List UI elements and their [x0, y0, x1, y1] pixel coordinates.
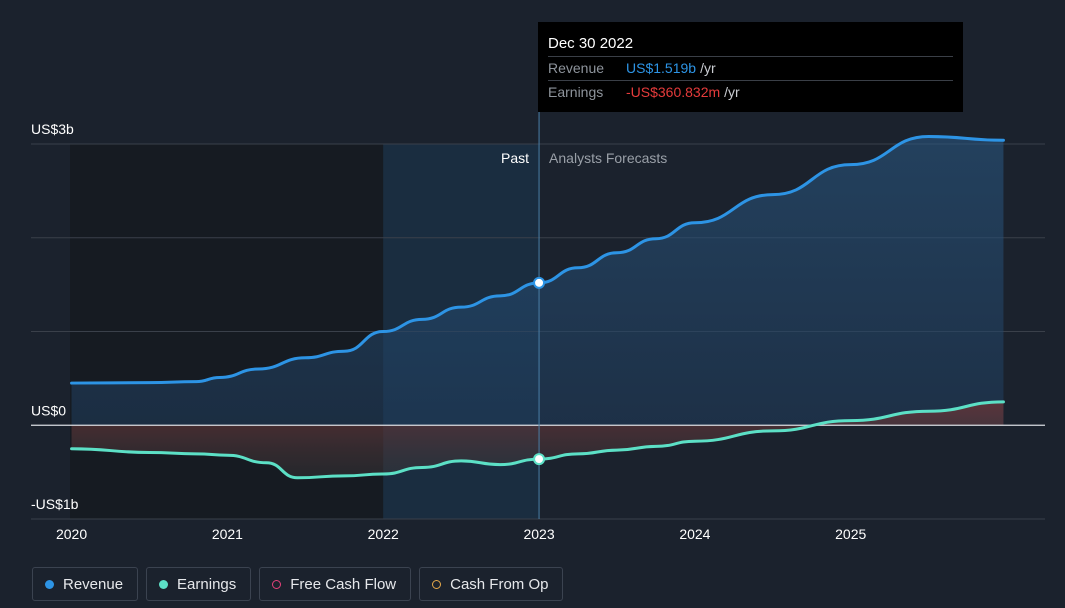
legend-earnings-label: Earnings [177, 575, 237, 593]
forecast-label: Analysts Forecasts [549, 150, 667, 166]
revenue-area [71, 136, 1004, 426]
earnings-area-tint [71, 401, 1004, 478]
earnings-area [71, 401, 1004, 478]
tooltip-revenue-label: Revenue [548, 60, 605, 76]
legend-earnings-button[interactable]: Earnings [146, 567, 252, 601]
legend-cash-from-op-label: Cash From Op [450, 575, 549, 593]
tooltip-date: Dec 30 2022 [548, 35, 634, 52]
earnings-highlight-point [533, 453, 546, 466]
legend-revenue-label: Revenue [63, 575, 124, 593]
earnings-dot-icon [159, 579, 169, 589]
y-axis-label: US$3b [31, 121, 74, 137]
x-tick-label: 2020 [56, 526, 87, 542]
earnings-line [70, 400, 1005, 480]
tooltip: Dec 30 2022 Revenue US$1.519b /yr Earnin… [538, 22, 963, 112]
tooltip-revenue-value: US$1.519b [626, 60, 697, 76]
x-tick-label: 2021 [212, 526, 243, 542]
tooltip-revenue-row: Revenue US$1.519b /yr [548, 56, 953, 80]
revenue-dot-icon [45, 579, 54, 589]
tooltip-earnings-row: Earnings -US$360.832m /yr [548, 80, 953, 104]
legend-free-cash-flow-label: Free Cash Flow [290, 575, 397, 593]
tooltip-earnings-unit: /yr [724, 84, 740, 100]
x-tick-label: 2024 [679, 526, 710, 542]
x-tick-label: 2023 [523, 526, 554, 542]
legend-revenue-button[interactable]: Revenue [32, 567, 139, 601]
free-cash-flow-dot-icon [272, 579, 282, 589]
tooltip-revenue-unit: /yr [700, 60, 716, 76]
y-axis-label: US$0 [31, 402, 66, 418]
cash-from-op-dot-icon [432, 579, 442, 589]
tooltip-earnings-value: -US$360.832m [626, 84, 721, 100]
y-axis-label: -US$1b [31, 496, 79, 512]
past-label: Past [501, 150, 529, 166]
revenue-line [70, 134, 1005, 385]
revenue-highlight-point [533, 276, 546, 289]
legend: Revenue Earnings Free Cash Flow Cash Fro… [32, 567, 564, 601]
legend-cash-from-op-button[interactable]: Cash From Op [419, 567, 564, 601]
chart: US$3b US$0 -US$1b Past Analysts Forecasts 202… [31, 112, 1045, 542]
tooltip-earnings-label: Earnings [548, 84, 604, 100]
x-tick-label: 2022 [368, 526, 399, 542]
legend-free-cash-flow-button[interactable]: Free Cash Flow [259, 567, 412, 601]
x-tick-label: 2025 [835, 526, 866, 542]
